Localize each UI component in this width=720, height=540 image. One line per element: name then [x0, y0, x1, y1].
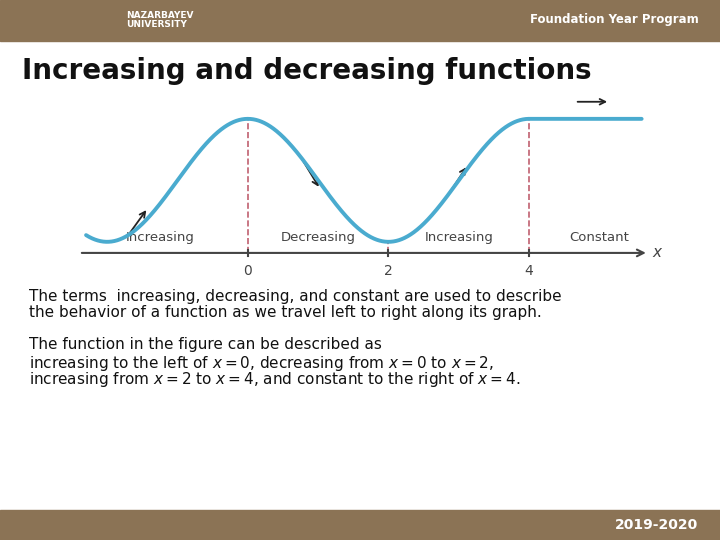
- Text: Decreasing: Decreasing: [281, 231, 356, 244]
- Text: NAZARBAYEV
UNIVERSITY: NAZARBAYEV UNIVERSITY: [126, 11, 194, 29]
- Text: 2019-2020: 2019-2020: [615, 518, 698, 532]
- Text: Increasing: Increasing: [125, 231, 194, 244]
- Text: Increasing: Increasing: [424, 231, 493, 244]
- Text: Foundation Year Program: Foundation Year Program: [530, 14, 698, 26]
- Text: x: x: [652, 245, 662, 260]
- Text: the behavior of a function as we travel left to right along its graph.: the behavior of a function as we travel …: [29, 305, 541, 320]
- Text: 4: 4: [525, 264, 534, 278]
- Text: Constant: Constant: [570, 231, 629, 244]
- Text: 0: 0: [243, 264, 252, 278]
- Text: increasing to the left of $x = 0$, decreasing from $x = 0$ to $x = 2$,: increasing to the left of $x = 0$, decre…: [29, 354, 494, 373]
- Text: 2: 2: [384, 264, 393, 278]
- Text: increasing from $x = 2$ to $x = 4$, and constant to the right of $x = 4$.: increasing from $x = 2$ to $x = 4$, and …: [29, 370, 521, 389]
- Text: The function in the figure can be described as: The function in the figure can be descri…: [29, 338, 382, 353]
- Text: The terms  increasing, decreasing, and constant are used to describe: The terms increasing, decreasing, and co…: [29, 289, 562, 304]
- Text: Increasing and decreasing functions: Increasing and decreasing functions: [22, 57, 591, 85]
